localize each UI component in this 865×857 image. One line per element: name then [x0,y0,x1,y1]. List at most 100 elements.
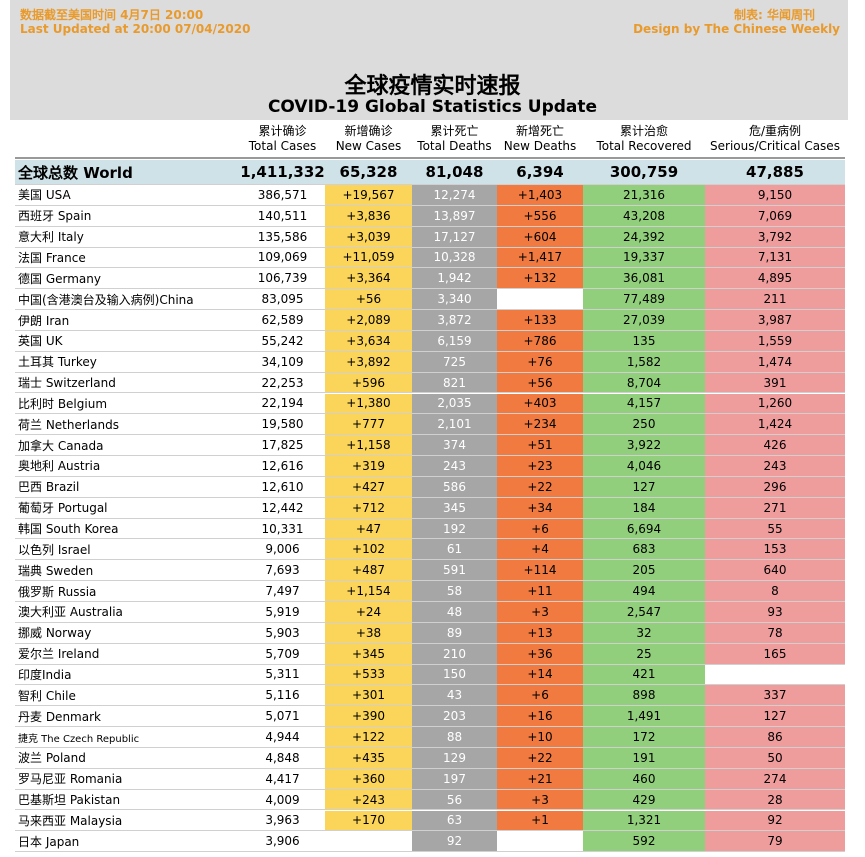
cell-value: +777 [325,414,412,436]
header-bg [10,0,848,120]
country-name: 马来西亚 Malaysia [15,810,240,832]
cell-value: 22,194 [240,393,325,415]
world-value: 1,411,332 [240,160,325,185]
cell-value: 7,131 [705,247,845,269]
cell-value: +345 [325,643,412,665]
cell-value: 8,704 [583,372,705,394]
cell-value: +47 [325,518,412,540]
cell-value: 93 [705,602,845,623]
cell-value: +487 [325,560,412,582]
country-name: 智利 Chile [15,685,240,707]
cell-value: 135,586 [240,226,325,248]
cell-value: +122 [325,727,412,748]
country-name: 以色列 Israel [15,539,240,561]
cell-value: 17,127 [412,226,497,248]
cell-value: 12,610 [240,476,325,498]
cell-value: 386,571 [240,185,325,206]
cell-value: 4,944 [240,727,325,748]
world-value: 300,759 [583,160,705,185]
cell-value: 19,580 [240,414,325,436]
cell-value: +38 [325,622,412,644]
cell-value: 1,474 [705,351,845,373]
cell-value: +3 [497,789,583,811]
column-en: Total Deaths [417,138,492,153]
cell-value: 197 [412,768,497,790]
cell-value: 1,424 [705,414,845,436]
cell-value: +319 [325,456,412,477]
country-name: 瑞士 Switzerland [15,372,240,394]
cell-value: +21 [497,768,583,790]
world-value: 6,394 [497,160,583,185]
country-name: 法国 France [15,247,240,269]
cell-value: 22,253 [240,372,325,394]
column-en: Total Cases [248,138,317,153]
cell-value: +11 [497,581,583,602]
cell-value: 43,208 [583,205,705,227]
cell-value: 5,116 [240,685,325,707]
cell-value: 3,963 [240,810,325,832]
cell-value: 10,328 [412,247,497,269]
cell-value: 9,150 [705,185,845,206]
country-name: 奥地利 Austria [15,456,240,477]
cell-value: 1,321 [583,810,705,832]
cell-value: +4 [497,539,583,561]
cell-value: 150 [412,664,497,686]
cell-value: 4,157 [583,393,705,415]
cell-value: 12,274 [412,185,497,206]
country-name: 挪威 Norway [15,622,240,644]
country-name: 德国 Germany [15,268,240,290]
cell-value: 7,693 [240,560,325,582]
cell-value: 55,242 [240,330,325,352]
cell-value: +3,634 [325,330,412,352]
cell-value: 4,417 [240,768,325,790]
cell-value: +3,039 [325,226,412,248]
cell-value: 5,919 [240,602,325,623]
cell-value: +243 [325,789,412,811]
cell-value: 211 [705,289,845,311]
cell-value: 1,559 [705,330,845,352]
cell-value: 140,511 [240,205,325,227]
cell-value: 203 [412,706,497,728]
cell-value: 3,872 [412,310,497,331]
cell-value: +1,158 [325,435,412,457]
country-name: 丹麦 Denmark [15,706,240,728]
cell-value: +132 [497,268,583,290]
country-name: 伊朗 Iran [15,310,240,331]
cell-value: 1,260 [705,393,845,415]
subtitle: COVID-19 Global Statistics Update [267,97,598,117]
cell-value: 86 [705,727,845,748]
cell-value: 92 [705,810,845,832]
cell-value: 592 [583,831,705,853]
cell-value: +1,403 [497,185,583,206]
cell-value: +19,567 [325,185,412,206]
column-zh: 新增确诊 [344,123,393,138]
cell-value: 106,739 [240,268,325,290]
cell-value: 3,906 [240,831,325,853]
cell-value: 56 [412,789,497,811]
cell-value: 426 [705,435,845,457]
cell-value: 2,547 [583,602,705,623]
cell-value: 78 [705,622,845,644]
world-value: 65,328 [325,160,412,185]
cell-value: 153 [705,539,845,561]
cell-value: +234 [497,414,583,436]
cell-value: 5,709 [240,643,325,665]
country-name: 中国(含港澳台及输入病例)China [15,289,240,311]
cell-value: 210 [412,643,497,665]
cell-value: 43 [412,685,497,707]
country-name: 韩国 South Korea [15,518,240,540]
column-zh: 新增死亡 [515,123,564,138]
country-name: 加拿大 Canada [15,435,240,457]
cell-value: 184 [583,497,705,519]
cell-value: +36 [497,643,583,665]
country-name: 美国 USA [15,185,240,206]
country-name: 澳大利亚 Australia [15,602,240,623]
cell-value: 3,987 [705,310,845,331]
cell-value: 4,895 [705,268,845,290]
cell-value: 89 [412,622,497,644]
cell-value: 345 [412,497,497,519]
cell-value: 7,069 [705,205,845,227]
cell-value: +427 [325,476,412,498]
cell-value: 5,071 [240,706,325,728]
cell-value: 205 [583,560,705,582]
